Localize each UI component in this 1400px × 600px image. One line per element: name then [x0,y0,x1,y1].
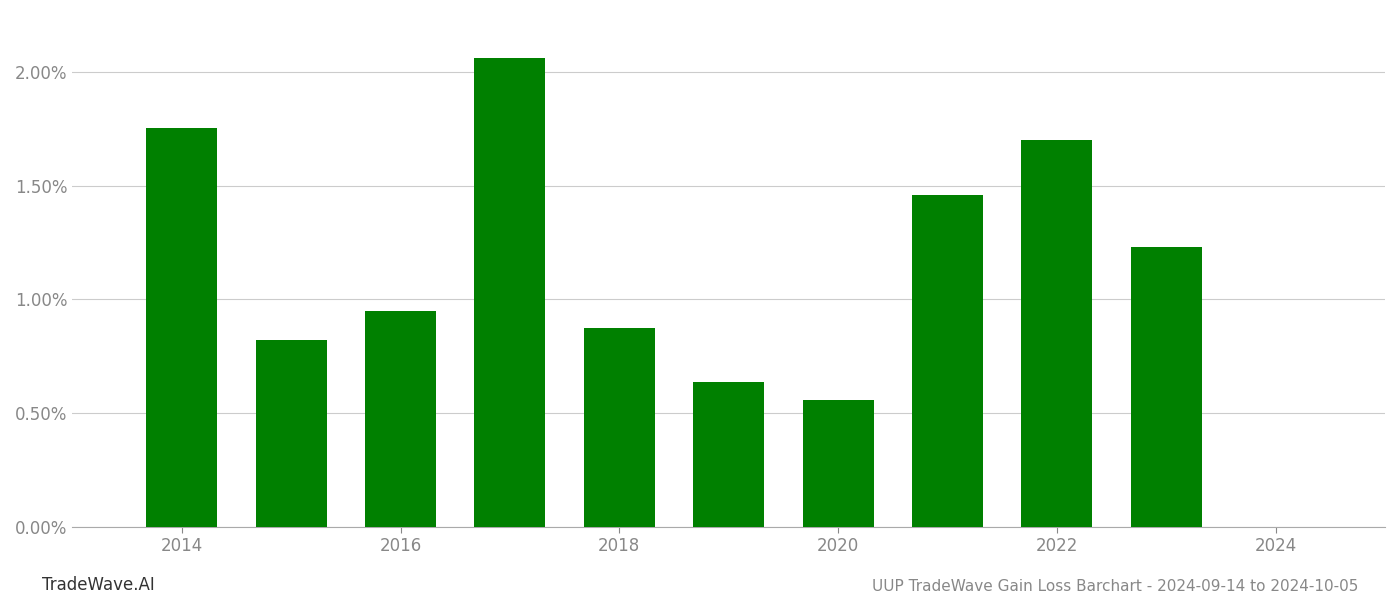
Bar [802,400,874,527]
Bar [1131,247,1201,527]
Bar [584,328,655,527]
Bar [693,382,764,527]
Bar [146,128,217,527]
Bar [911,194,983,527]
Bar [256,340,326,527]
Text: UUP TradeWave Gain Loss Barchart - 2024-09-14 to 2024-10-05: UUP TradeWave Gain Loss Barchart - 2024-… [872,579,1358,594]
Text: TradeWave.AI: TradeWave.AI [42,576,155,594]
Bar [475,58,546,527]
Bar [365,311,435,527]
Bar [1021,140,1092,527]
